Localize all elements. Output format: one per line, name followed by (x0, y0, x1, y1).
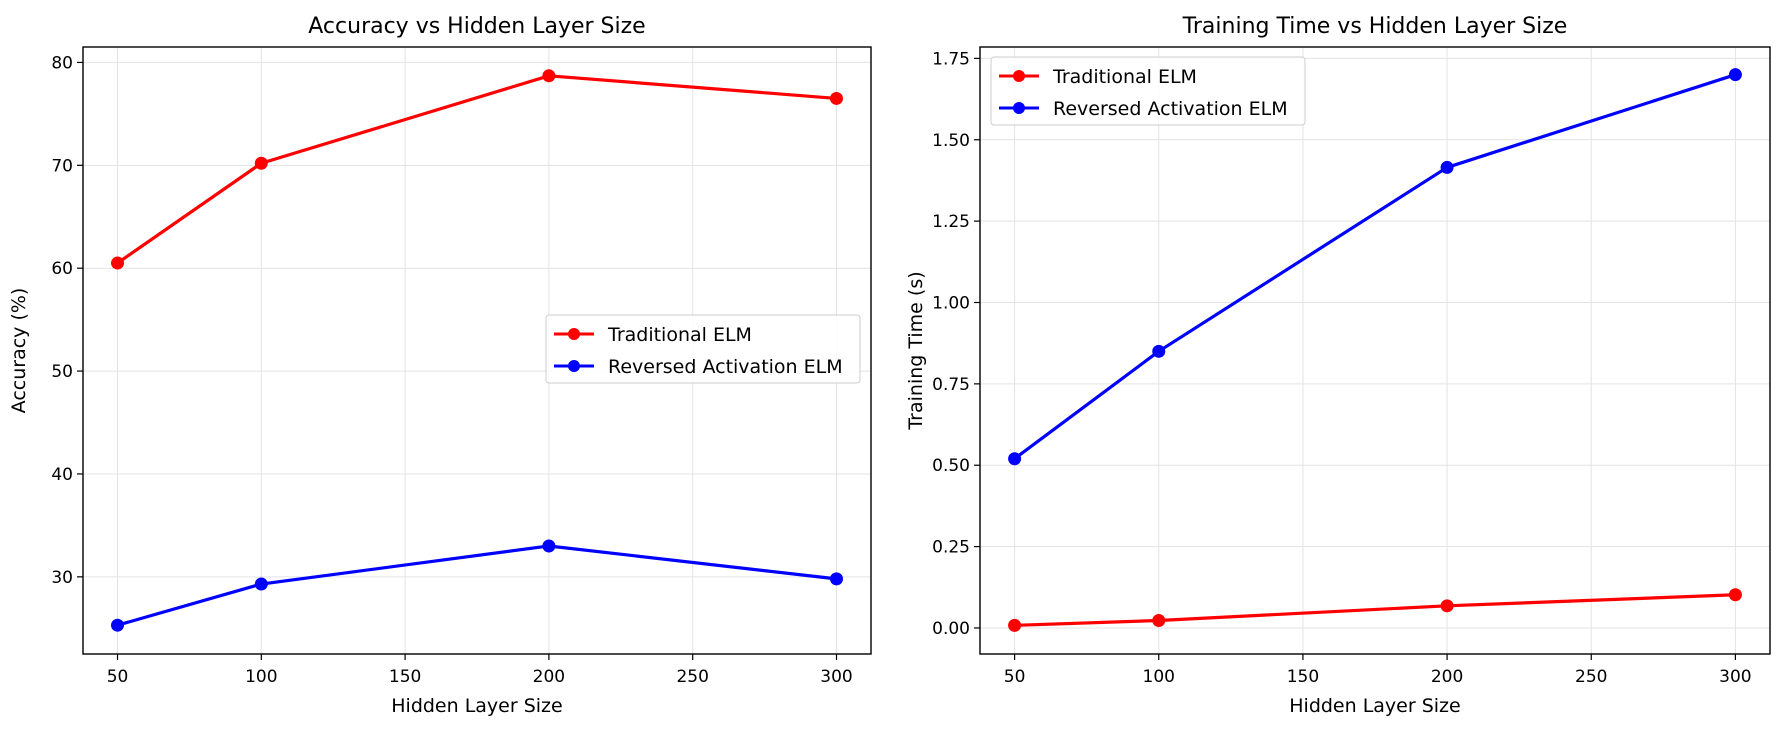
y-tick-label: 30 (51, 568, 73, 588)
legend-entry-traditional: Traditional ELM (554, 324, 752, 346)
series-line-0 (1014, 593, 1736, 627)
data-point-0-2 (1440, 599, 1454, 613)
legend-label-reversed: Reversed Activation ELM (608, 356, 843, 378)
x-tick-label: 150 (1287, 667, 1319, 687)
series-line-0 (116, 74, 837, 265)
data-point-0-0 (111, 256, 125, 270)
data-point-0-1 (1152, 613, 1166, 627)
training-time-chart: 50 100 150 200 250 300 0.00 0.25 0.50 0.75 1.00 1.2… (905, 14, 1771, 717)
y-tick-label: 1.50 (932, 131, 970, 151)
x-tick-label: 250 (676, 667, 708, 687)
y-axis-label: Training Time (s) (905, 271, 927, 430)
legend: Traditional ELM Reversed Activation ELM (545, 314, 861, 384)
data-point-1-2 (542, 539, 556, 553)
x-axis-label: Hidden Layer Size (1289, 695, 1460, 717)
series-lines (111, 69, 843, 632)
chart-title: Training Time vs Hidden Layer Size (1182, 14, 1568, 39)
y-tick-label: 40 (51, 465, 73, 485)
accuracy-chart: 50 100 150 200 250 300 30 40 50 60 70 80 Accuracy v… (8, 14, 872, 717)
series-line-1 (117, 544, 837, 627)
data-point-1-1 (1152, 344, 1166, 358)
x-tick-label: 50 (107, 667, 129, 687)
data-point-0-2 (542, 69, 556, 83)
legend-marker-reversed (1013, 102, 1025, 114)
series-line-1 (1013, 73, 1736, 461)
data-point-1-3 (829, 572, 843, 586)
x-tick-label: 250 (1575, 667, 1607, 687)
legend: Traditional ELM Reversed Activation ELM (990, 56, 1306, 126)
legend-marker-traditional (1013, 70, 1025, 82)
y-tick-label: 1.00 (932, 293, 970, 313)
x-tick-label: 150 (389, 667, 421, 687)
legend-label-reversed: Reversed Activation ELM (1053, 98, 1288, 120)
y-tick-label: 60 (51, 259, 73, 279)
y-tick-label: 50 (51, 362, 73, 382)
axis-ticks: 50 100 150 200 250 300 30 40 50 60 70 80 (51, 53, 852, 687)
y-tick-label: 80 (51, 53, 73, 73)
y-tick-label: 1.25 (932, 212, 970, 232)
y-tick-label: 1.75 (932, 49, 970, 69)
x-tick-label: 100 (1143, 667, 1175, 687)
axis-ticks: 50 100 150 200 250 300 0.00 0.25 0.50 0.75 1.00 1.2… (932, 49, 1751, 687)
plot-frame (82, 46, 872, 655)
legend-box (545, 314, 861, 384)
data-point-0-1 (254, 156, 268, 170)
plot-frame (979, 46, 1771, 655)
y-axis-label: Accuracy (%) (8, 288, 30, 414)
y-tick-label: 0.25 (932, 538, 970, 558)
data-point-1-2 (1440, 160, 1454, 174)
data-point-0-0 (1008, 618, 1022, 632)
data-point-0-3 (829, 91, 843, 105)
data-point-1-1 (254, 577, 268, 591)
y-tick-label: 0.00 (932, 619, 970, 639)
chart-title: Accuracy vs Hidden Layer Size (308, 14, 645, 39)
y-tick-label: 70 (51, 156, 73, 176)
y-tick-label: 0.75 (932, 375, 970, 395)
legend-marker-traditional (568, 328, 580, 340)
y-tick-label: 0.50 (932, 456, 970, 476)
x-tick-label: 300 (1719, 667, 1751, 687)
legend-entry-reversed: Reversed Activation ELM (554, 356, 843, 378)
data-point-1-0 (1008, 452, 1022, 466)
data-point-1-3 (1728, 68, 1742, 82)
legend-label-traditional: Traditional ELM (607, 324, 752, 346)
legend-label-traditional: Traditional ELM (1052, 66, 1197, 88)
legend-box (990, 56, 1306, 126)
legend-marker-reversed (568, 360, 580, 372)
grid-lines (980, 47, 1770, 654)
x-tick-label: 50 (1004, 667, 1026, 687)
data-point-1-0 (111, 618, 125, 632)
x-axis-label: Hidden Layer Size (391, 695, 562, 717)
data-point-0-3 (1728, 588, 1742, 602)
series-lines (1008, 68, 1742, 632)
x-tick-label: 200 (533, 667, 565, 687)
legend-entry-reversed: Reversed Activation ELM (999, 98, 1288, 120)
x-tick-label: 100 (245, 667, 277, 687)
legend-entry-traditional: Traditional ELM (999, 66, 1197, 88)
x-tick-label: 200 (1431, 667, 1463, 687)
x-tick-label: 300 (820, 667, 852, 687)
